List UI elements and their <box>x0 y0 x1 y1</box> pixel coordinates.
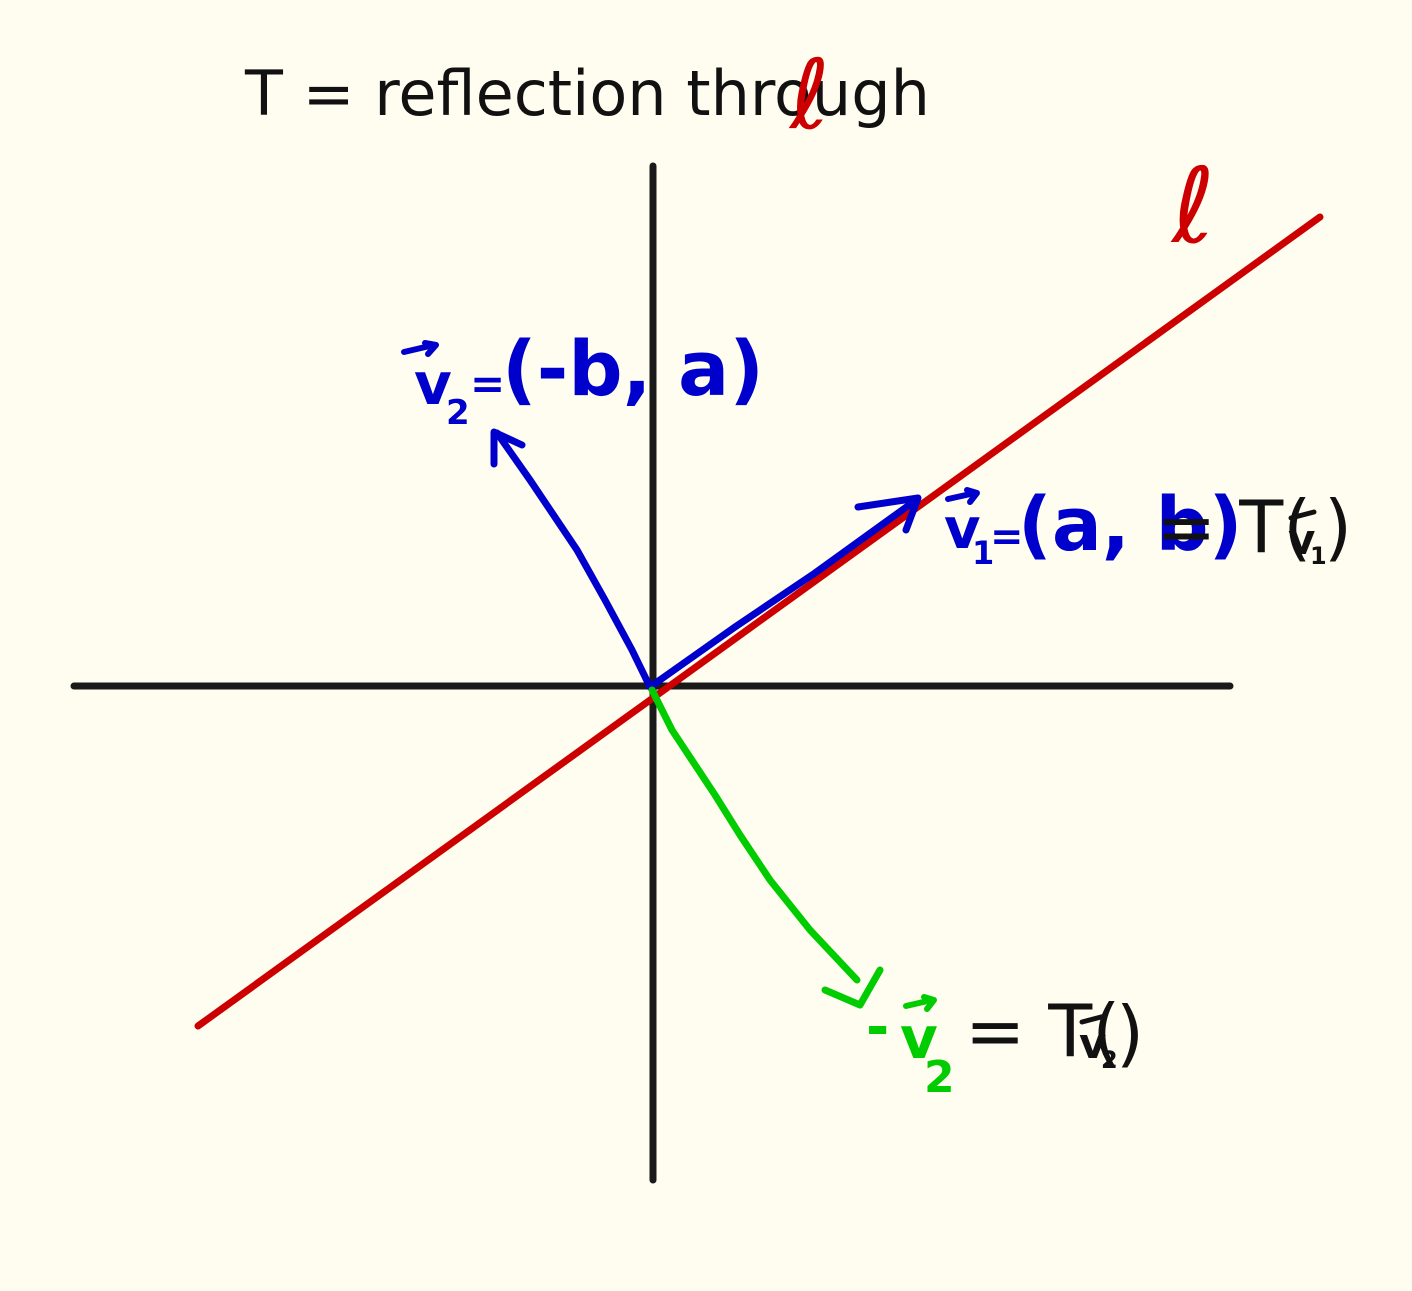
vector-v1-arrowhead <box>854 494 922 534</box>
label-neg-v2-image-subscript: 2 <box>1101 1046 1118 1074</box>
label-v2: v 2 = (-b, a) <box>401 324 764 433</box>
vector-v1 <box>646 494 922 691</box>
label-v1-equals: = <box>990 514 1024 560</box>
label-v1-subscript: 1 <box>972 534 994 572</box>
reflection-line <box>194 213 1324 1030</box>
label-neg-v2: - v 2 = T( v 2 ) <box>866 989 1144 1103</box>
label-v1-image-arrow-accent <box>1288 509 1317 521</box>
vector-v2-shaft <box>493 429 654 691</box>
label-v1: v 1 = (a, b) = T( v 1 ) <box>944 482 1352 572</box>
label-neg-v2-image-arrow-accent <box>1079 1013 1108 1025</box>
label-neg-v2-image-prefix: = T( <box>965 989 1120 1073</box>
vector-neg-v2 <box>648 686 884 1009</box>
vector-v2 <box>490 428 654 691</box>
label-v2-arrow-accent-head <box>422 340 439 357</box>
label-neg-v2-prefix: - <box>866 995 889 1060</box>
label-v1-arrow-accent-head <box>964 487 980 505</box>
label-v1-image-subscript: 1 <box>1310 542 1327 570</box>
vector-neg-v2-arrowhead <box>821 966 884 1009</box>
label-v1-image-prefix: = T( <box>1156 485 1311 569</box>
label-v2-name: v <box>414 350 452 418</box>
label-neg-v2-arrow-accent-head <box>921 994 937 1012</box>
label-v2-value: (-b, a) <box>502 324 764 413</box>
label-v1-image-close: ) <box>1324 485 1352 569</box>
label-v1-image-name: v <box>1288 515 1315 564</box>
label-neg-v2-subscript: 2 <box>924 1052 955 1103</box>
title: T = reflection through ℓ <box>244 39 930 151</box>
reflection-line-label: ℓ <box>1170 145 1215 267</box>
label-v1-name: v <box>944 497 981 562</box>
vector-v2-arrowhead <box>490 428 526 468</box>
vector-v1-shaft <box>646 499 916 691</box>
label-v2-subscript: 2 <box>446 393 470 433</box>
label-neg-v2-image-close: ) <box>1116 991 1144 1075</box>
label-neg-v2-name: v <box>900 1004 938 1072</box>
label-v1-value: (a, b) <box>1018 482 1242 568</box>
label-neg-v2-image-name: v <box>1079 1019 1106 1068</box>
title-line-symbol: ℓ <box>788 39 830 151</box>
title-text: T = reflection through <box>244 57 930 130</box>
label-v2-equals: = <box>470 359 505 408</box>
vector-neg-v2-shaft <box>648 686 861 984</box>
